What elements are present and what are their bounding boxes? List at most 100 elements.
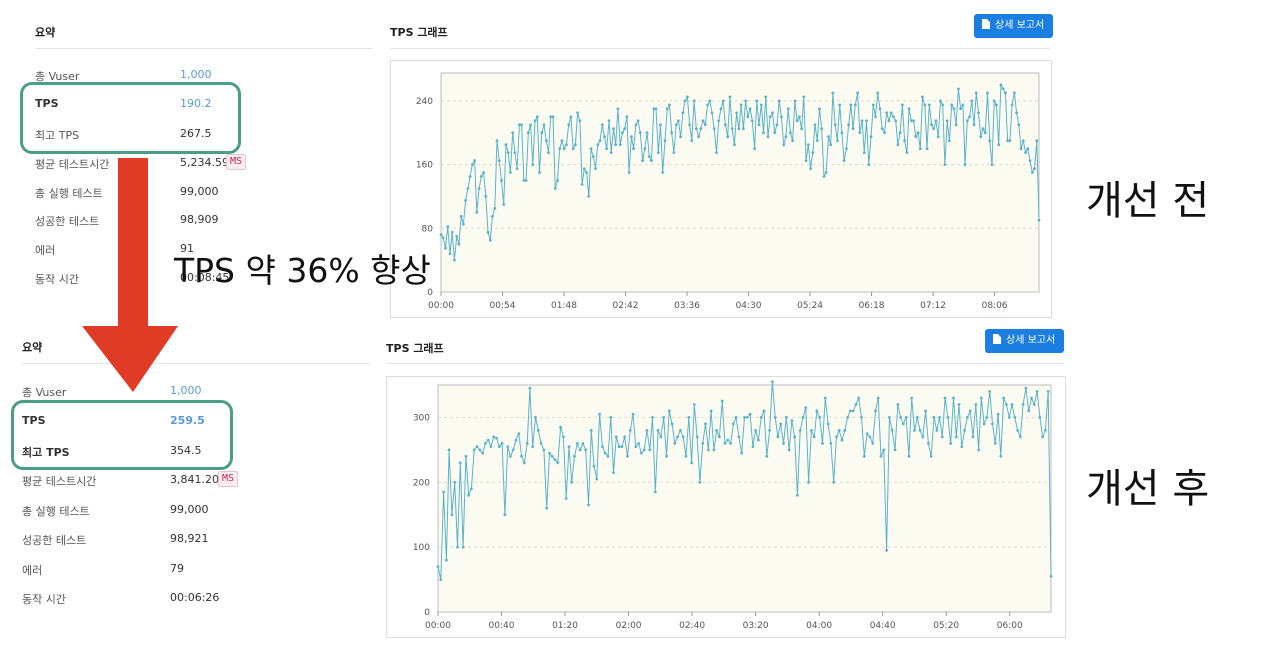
data-point [829, 442, 833, 445]
data-point [467, 493, 471, 497]
data-point [670, 422, 674, 426]
data-point [997, 143, 1001, 147]
data-point [506, 151, 510, 154]
data-point [874, 409, 877, 413]
data-point [509, 454, 512, 458]
data-point [721, 99, 725, 103]
data-point [985, 416, 989, 419]
value-peak-tps: 354.5 [170, 444, 202, 457]
label-errors: 에러 [35, 244, 56, 257]
data-point [824, 171, 828, 174]
data-point [903, 139, 906, 143]
data-point [606, 454, 610, 458]
data-point [473, 159, 476, 162]
data-point [739, 103, 743, 107]
data-point [717, 119, 721, 123]
x-tick-label: 00:40 [489, 621, 515, 631]
graph-title-before: TPS 그래프 [390, 26, 448, 39]
data-point [882, 448, 886, 452]
data-point [569, 115, 573, 119]
data-point [762, 131, 765, 135]
data-point [506, 445, 510, 448]
divider [22, 363, 370, 364]
data-point [484, 442, 487, 445]
data-point [918, 429, 922, 432]
data-point [974, 91, 978, 95]
data-point [1016, 429, 1019, 432]
data-point [771, 380, 774, 384]
data-point [659, 123, 662, 127]
value-total-vuser[interactable]: 1,000 [180, 68, 212, 81]
label-total-tests: 총 실행 테스트 [22, 505, 90, 518]
data-point [674, 123, 678, 127]
data-point [974, 403, 978, 406]
data-point [712, 127, 716, 131]
label-avg-test-time: 평균 테스트시간 [35, 158, 110, 171]
data-point [1021, 403, 1025, 406]
data-point [765, 454, 769, 458]
data-point [938, 416, 941, 419]
data-point [840, 131, 844, 135]
data-point [843, 429, 847, 432]
label-total-vuser: 총 Vuser [35, 70, 80, 83]
data-point [618, 143, 622, 147]
data-point [667, 409, 671, 413]
value-tps[interactable]: 259.5 [170, 414, 205, 427]
detail-report-button-before[interactable]: 상세 보고서 [974, 14, 1054, 38]
data-point [511, 131, 515, 135]
data-point [491, 214, 494, 218]
data-point [853, 103, 857, 107]
data-point [740, 451, 744, 455]
data-point [612, 127, 615, 131]
data-point [929, 454, 933, 458]
highlight-box-before [20, 82, 241, 154]
y-tick-label: 100 [413, 543, 430, 553]
data-point [525, 442, 529, 445]
data-point [549, 115, 553, 119]
data-point [963, 429, 966, 432]
data-point [901, 103, 904, 107]
data-point [471, 163, 474, 166]
data-point [712, 448, 716, 452]
data-point [617, 445, 621, 448]
data-point [647, 155, 651, 158]
divider [35, 48, 373, 49]
data-point [907, 454, 911, 458]
data-point [846, 416, 849, 419]
data-point [787, 448, 791, 452]
data-point [500, 442, 504, 445]
data-point [609, 151, 613, 154]
data-point [734, 416, 738, 419]
data-point [514, 438, 518, 442]
data-point [686, 95, 689, 99]
data-point [798, 115, 801, 119]
value-tps[interactable]: 190.2 [180, 97, 212, 110]
data-point [943, 396, 947, 400]
improvement-overlay-text: TPS 약 36% 향상 [174, 251, 431, 290]
data-point [607, 119, 611, 123]
data-point [972, 123, 976, 127]
data-point [921, 435, 925, 439]
data-point [862, 151, 866, 154]
data-point [809, 167, 812, 170]
data-point [784, 416, 788, 419]
data-point [511, 448, 515, 452]
data-point [925, 147, 929, 151]
value-avg-test-time: 5,234.59 [180, 156, 229, 169]
data-point [472, 448, 476, 452]
value-total-vuser[interactable]: 1,000 [170, 384, 202, 397]
data-point [954, 123, 958, 127]
x-tick-label: 01:20 [552, 621, 578, 631]
data-point [868, 435, 872, 439]
data-point [486, 230, 490, 234]
detail-report-button-after[interactable]: 상세 보고서 [985, 329, 1065, 353]
data-point [559, 425, 562, 429]
data-point [462, 222, 465, 226]
data-point [581, 442, 585, 445]
data-point [796, 493, 799, 497]
data-point [806, 143, 810, 147]
data-point [719, 107, 723, 111]
data-point [966, 416, 969, 419]
data-point [701, 119, 705, 123]
data-point [1026, 147, 1030, 151]
